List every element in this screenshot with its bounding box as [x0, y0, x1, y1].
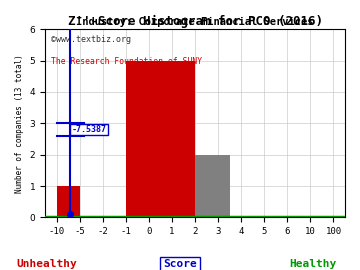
Bar	[126, 60, 195, 217]
Text: -7.5387: -7.5387	[72, 125, 107, 134]
Text: The Research Foundation of SUNY: The Research Foundation of SUNY	[51, 58, 202, 66]
Text: Healthy: Healthy	[289, 259, 337, 269]
Text: Score: Score	[163, 259, 197, 269]
Text: Unhealthy: Unhealthy	[17, 259, 77, 269]
Text: ©www.textbiz.org: ©www.textbiz.org	[51, 35, 131, 44]
Bar	[195, 155, 230, 217]
Title: Z''-Score Histogram for PCO (2016): Z''-Score Histogram for PCO (2016)	[68, 15, 323, 28]
Y-axis label: Number of companies (13 total): Number of companies (13 total)	[15, 54, 24, 193]
Bar	[57, 186, 80, 217]
Text: Industry: Corporate Financial Services: Industry: Corporate Financial Services	[76, 17, 314, 27]
